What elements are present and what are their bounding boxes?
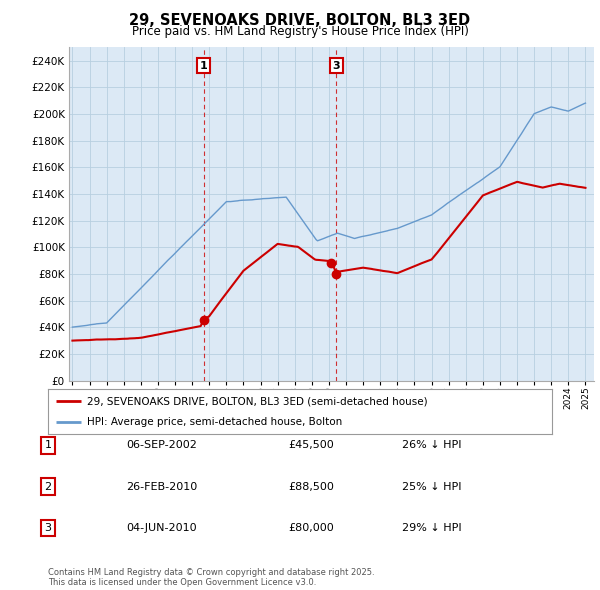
Text: 25% ↓ HPI: 25% ↓ HPI	[402, 482, 461, 491]
Text: £80,000: £80,000	[288, 523, 334, 533]
Text: 04-JUN-2010: 04-JUN-2010	[126, 523, 197, 533]
Text: 29% ↓ HPI: 29% ↓ HPI	[402, 523, 461, 533]
Text: £45,500: £45,500	[288, 441, 334, 450]
Text: HPI: Average price, semi-detached house, Bolton: HPI: Average price, semi-detached house,…	[88, 417, 343, 427]
Text: 26-FEB-2010: 26-FEB-2010	[126, 482, 197, 491]
Text: 26% ↓ HPI: 26% ↓ HPI	[402, 441, 461, 450]
Text: £88,500: £88,500	[288, 482, 334, 491]
Text: Price paid vs. HM Land Registry's House Price Index (HPI): Price paid vs. HM Land Registry's House …	[131, 25, 469, 38]
Text: 3: 3	[332, 61, 340, 71]
Text: 3: 3	[44, 523, 52, 533]
Text: 1: 1	[200, 61, 208, 71]
Text: 1: 1	[44, 441, 52, 450]
Text: 2: 2	[44, 482, 52, 491]
Text: 06-SEP-2002: 06-SEP-2002	[126, 441, 197, 450]
Text: 29, SEVENOAKS DRIVE, BOLTON, BL3 3ED (semi-detached house): 29, SEVENOAKS DRIVE, BOLTON, BL3 3ED (se…	[88, 396, 428, 407]
Text: Contains HM Land Registry data © Crown copyright and database right 2025.
This d: Contains HM Land Registry data © Crown c…	[48, 568, 374, 587]
Text: 29, SEVENOAKS DRIVE, BOLTON, BL3 3ED: 29, SEVENOAKS DRIVE, BOLTON, BL3 3ED	[130, 13, 470, 28]
